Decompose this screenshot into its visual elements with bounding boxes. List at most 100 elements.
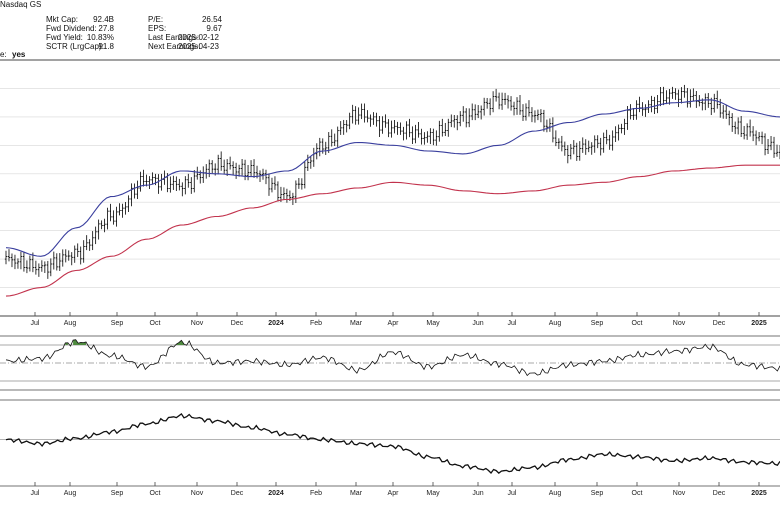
price-bar [548, 118, 552, 132]
price-bar [742, 125, 746, 140]
price-bar [366, 110, 369, 123]
price-bar [566, 145, 570, 164]
price-bar [659, 87, 662, 107]
price-xaxis-tick-label: Apr [388, 320, 400, 327]
price-bar [330, 129, 333, 147]
price-bar [587, 140, 590, 153]
price-bar [408, 118, 411, 138]
price-bar [354, 106, 357, 125]
price-bar [695, 90, 698, 108]
price-bar [453, 114, 456, 128]
price-bar [390, 120, 393, 138]
price-bar [55, 253, 59, 271]
price-xaxis-tick-label: Mar [350, 320, 363, 327]
price-bar [297, 178, 301, 189]
price-xaxis-tick-label: 2024 [268, 320, 284, 327]
price-bar [309, 156, 313, 169]
next-earnings-value: 2025-04-23 [178, 42, 219, 51]
price-bar [252, 159, 256, 178]
price-bar [677, 89, 680, 108]
price-bar [704, 93, 707, 111]
price-bar [225, 159, 229, 176]
price-bar [175, 176, 178, 192]
lower-xaxis-tick-label: Nov [673, 490, 686, 497]
price-bar [184, 176, 187, 195]
price-bar [40, 260, 44, 272]
price-bar [130, 183, 133, 207]
pe-label: P/E: [148, 15, 164, 24]
price-bar [67, 250, 70, 261]
price-xaxis-tick-label: Jul [31, 320, 40, 327]
price-bar [689, 89, 692, 108]
price-bar [450, 114, 453, 128]
price-bar [396, 121, 399, 135]
price-bar [641, 102, 644, 116]
price-bar [760, 131, 764, 145]
price-bar [491, 91, 495, 113]
price-bar [273, 176, 277, 190]
price-bar [34, 260, 38, 275]
price-bar [521, 104, 525, 122]
lower-xaxis-tick-label: Jul [31, 490, 40, 497]
partial-field-label: e: [0, 50, 7, 59]
price-bar [85, 235, 88, 251]
price-bar [103, 218, 106, 233]
exchange-label: Nasdaq GS [0, 0, 42, 9]
price-bar [315, 143, 318, 160]
price-bar [632, 108, 635, 121]
price-xaxis-tick-label: Sep [111, 320, 124, 327]
pe-value: 26.54 [201, 15, 222, 24]
price-bar [279, 186, 283, 202]
price-bar [494, 88, 498, 102]
price-bar [306, 154, 310, 171]
price-bar [88, 239, 91, 251]
price-bar [372, 112, 375, 125]
lower-xaxis-tick-label: Sep [591, 490, 604, 497]
price-bar [432, 128, 435, 146]
price-bar [100, 220, 103, 230]
lower-xaxis-tick-label: Apr [388, 490, 400, 497]
lower-xaxis: Jul Aug Sep Oct Nov Dec 2024 Feb Mar Apr May Jun Jul… [31, 482, 767, 497]
price-bar [599, 137, 602, 156]
price-bar [348, 112, 351, 130]
price-bar [52, 251, 56, 270]
price-bar [79, 246, 82, 265]
price-bar [169, 176, 172, 193]
price-bar [181, 182, 184, 197]
price-bar [536, 109, 540, 121]
price-bar [25, 260, 29, 274]
price-bar [234, 162, 238, 179]
price-bar [530, 107, 534, 123]
price-bar [211, 160, 214, 174]
price-bar [763, 133, 767, 156]
price-bar [730, 113, 734, 132]
price-lines [5, 99, 780, 297]
mkt-cap-label: Mkt Cap: [46, 15, 79, 24]
price-bar [686, 88, 689, 108]
price-bar [727, 110, 731, 126]
fwd-yield-value: 10.83% [86, 33, 114, 42]
price-bar [751, 126, 755, 142]
price-bar [620, 123, 623, 134]
price-bar [769, 135, 773, 151]
price-bar [563, 141, 567, 156]
price-bar [405, 121, 408, 140]
price-bar [384, 114, 387, 128]
price-bar [414, 124, 417, 144]
lower-xaxis-tick-label: 2024 [268, 490, 284, 497]
price-bar [476, 105, 480, 119]
last-earnings-value: 2025-02-12 [178, 33, 219, 42]
price-bar [473, 104, 477, 121]
price-xaxis-tick-label: May [426, 320, 440, 327]
price-bar [28, 255, 32, 272]
fwd-dividend-label: Fwd Dividend: [46, 24, 97, 33]
price-bar [515, 97, 519, 115]
price-bar [447, 118, 450, 137]
price-bar [497, 92, 501, 110]
price-bar [243, 159, 247, 181]
lower-xaxis-tick-label: May [426, 490, 440, 497]
price-bar [542, 109, 546, 132]
price-bar [37, 263, 41, 277]
price-bar [623, 118, 626, 135]
